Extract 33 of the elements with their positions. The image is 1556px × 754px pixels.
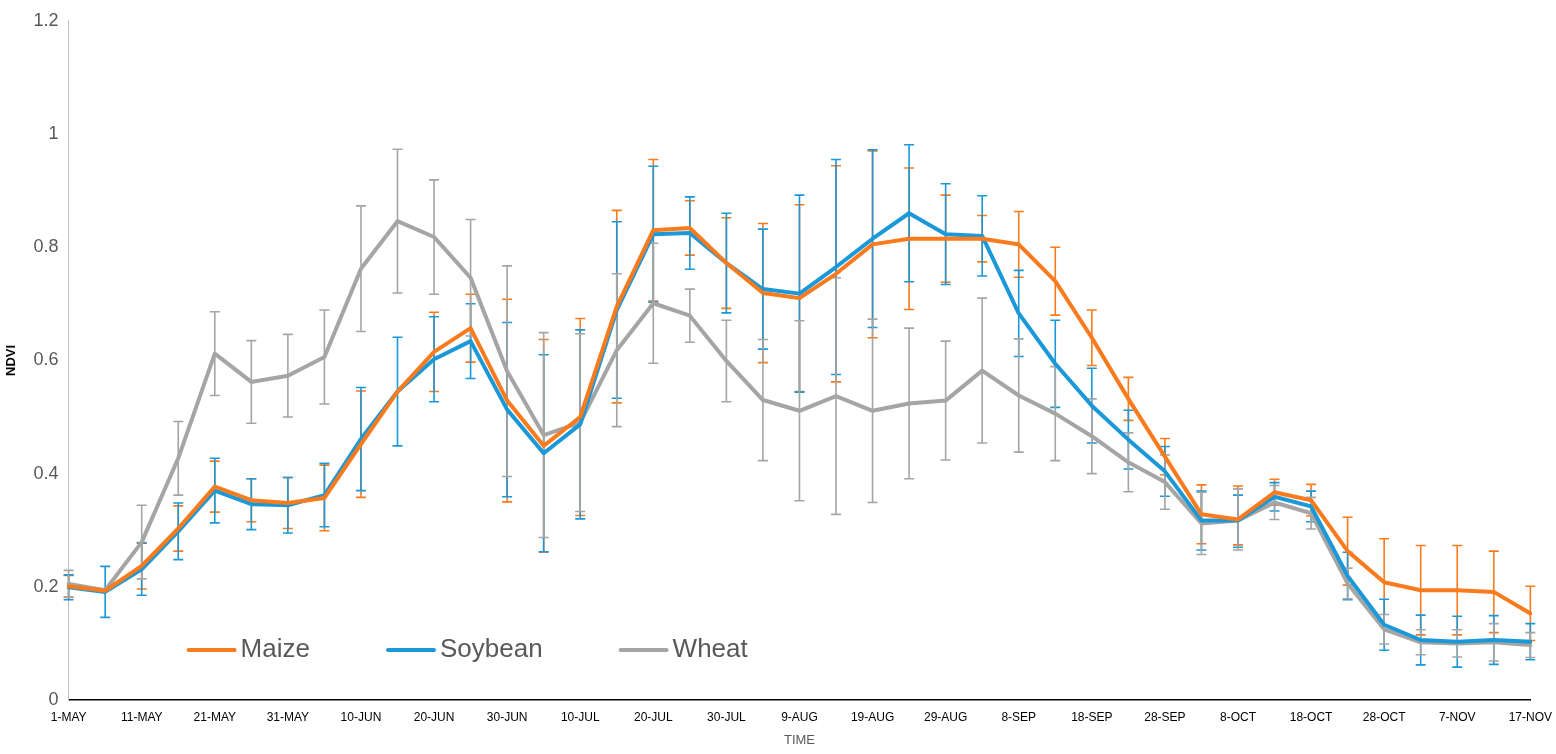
y-tick-label: 0.4 [33,462,59,483]
y-tick-label: 0.8 [33,236,59,257]
x-tick-label: 20-JUN [413,709,455,724]
x-tick-label: 28-OCT [1362,709,1407,724]
x-tick-label: 17-NOV [1508,709,1553,724]
y-axis-title: NDVI [3,344,19,376]
legend-label: Maize [240,633,310,664]
x-tick-label: 18-OCT [1289,709,1334,724]
y-tick-label: 0 [48,688,59,709]
x-tick-label: 9-AUG [781,709,818,724]
legend-label: Soybean [439,633,543,664]
x-tick-label: 29-AUG [923,709,968,724]
x-tick-label: 7-NOV [1438,709,1476,724]
x-tick-label: 8-OCT [1219,709,1257,724]
x-tick-label: 11-MAY [120,709,163,724]
y-tick-label: 1.2 [33,9,59,30]
x-tick-label: 10-JUL [560,709,600,724]
x-tick-label: 30-JUL [707,709,747,724]
x-tick-label: 19-AUG [850,709,895,724]
x-tick-label: 30-JUN [486,709,528,724]
x-tick-label: 1-MAY [50,709,87,724]
x-tick-label: 31-MAY [266,709,310,724]
x-tick-label: 18-SEP [1071,709,1113,724]
y-tick-label: 1 [48,122,59,143]
x-tick-label: 10-JUN [340,709,382,724]
x-axis-title: TIME [783,731,816,747]
legend-label: Wheat [672,633,749,664]
y-tick-label: 0.2 [33,575,59,596]
x-tick-label: 28-SEP [1144,709,1186,724]
x-tick-label: 21-MAY [193,709,237,724]
x-tick-label: 8-SEP [1001,709,1037,724]
x-tick-label: 20-JUL [633,709,673,724]
y-tick-label: 0.6 [33,349,59,370]
